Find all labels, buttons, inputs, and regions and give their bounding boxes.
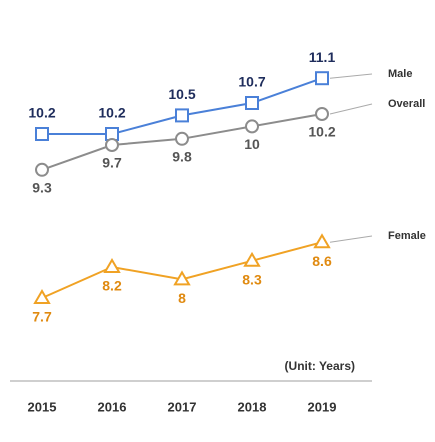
data-label: 10.2: [308, 124, 335, 140]
data-label: 8.6: [312, 253, 332, 269]
data-label: 9.3: [32, 180, 52, 196]
marker: [313, 233, 331, 249]
data-label: 11.1: [309, 49, 336, 65]
data-label: 8: [178, 290, 186, 306]
marker: [173, 270, 191, 286]
data-label: 7.7: [32, 309, 52, 325]
data-label: 10.2: [98, 105, 125, 121]
x-tick-label: 2018: [238, 399, 267, 414]
data-label: 10.5: [168, 86, 195, 102]
marker: [315, 71, 329, 86]
data-label: 9.7: [102, 155, 122, 171]
data-label: 10.2: [28, 105, 55, 121]
data-label: 10.7: [238, 74, 265, 90]
marker: [103, 258, 121, 273]
data-label: 9.8: [172, 149, 192, 165]
marker: [175, 108, 189, 123]
data-label: 10: [244, 136, 260, 152]
legend-leader: [329, 235, 373, 243]
legend-leader: [329, 73, 373, 79]
marker: [35, 127, 49, 141]
marker: [33, 289, 51, 304]
x-tick-label: 2016: [98, 399, 127, 414]
marker: [175, 131, 189, 146]
data-label: 8.2: [102, 278, 122, 294]
marker: [315, 107, 329, 121]
legend-leader: [329, 103, 373, 115]
x-tick-label: 2017: [168, 399, 197, 414]
unit-annotation: (Unit: Years): [285, 359, 355, 373]
marker: [245, 96, 259, 110]
marker: [245, 119, 259, 134]
marker: [105, 138, 119, 152]
legend-label: Overall: [388, 98, 425, 110]
legend-label: Female: [388, 230, 426, 242]
legend-label: Male: [388, 68, 412, 80]
x-tick-label: 2015: [28, 399, 57, 414]
x-tick-label: 2019: [308, 399, 337, 414]
marker: [35, 162, 49, 177]
data-label: 8.3: [242, 272, 262, 288]
marker: [243, 251, 261, 267]
